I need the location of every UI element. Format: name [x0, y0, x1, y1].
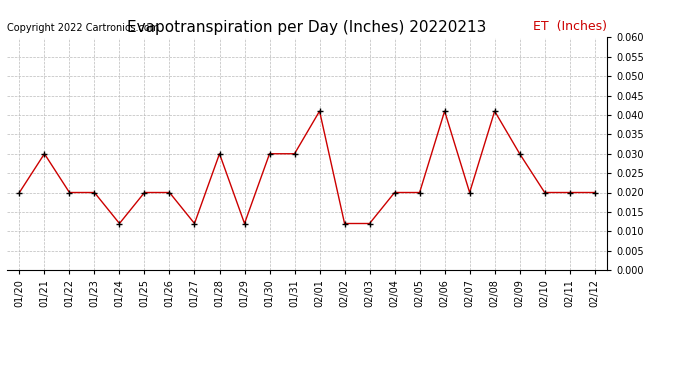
- Text: ET  (Inches): ET (Inches): [533, 20, 607, 33]
- Text: Copyright 2022 Cartronics.com: Copyright 2022 Cartronics.com: [7, 23, 159, 33]
- Title: Evapotranspiration per Day (Inches) 20220213: Evapotranspiration per Day (Inches) 2022…: [128, 20, 486, 35]
